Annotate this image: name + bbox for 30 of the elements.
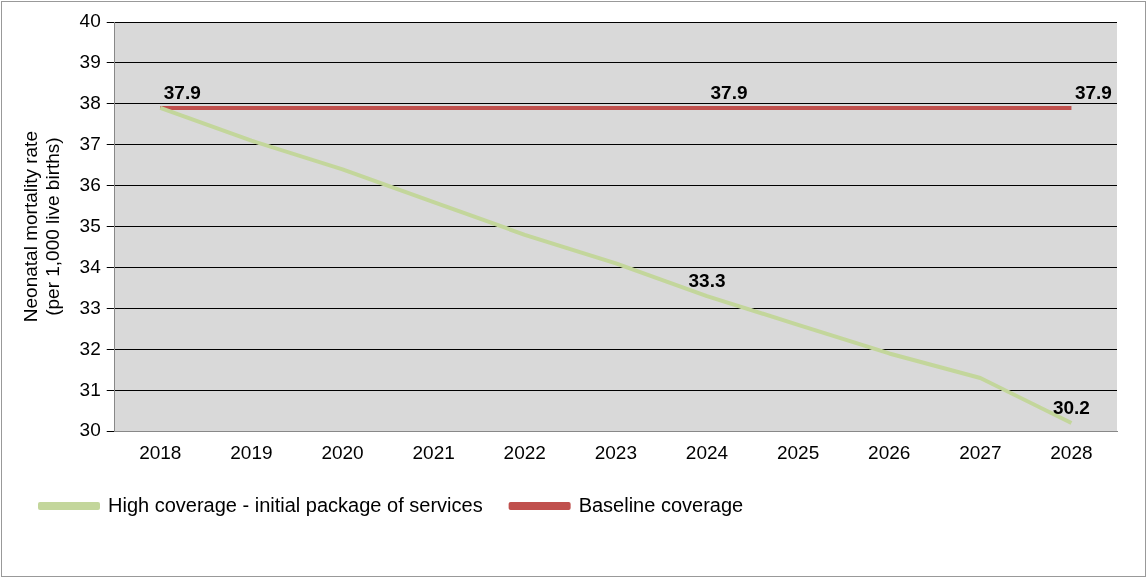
x-tick-label: 2019 bbox=[230, 441, 273, 463]
data-label: 37.9 bbox=[163, 81, 201, 103]
x-tick-label: 2025 bbox=[776, 441, 820, 463]
x-tick-label: 2018 bbox=[139, 441, 182, 463]
x-tick-label: 2027 bbox=[959, 441, 1002, 463]
x-tick-label: 2020 bbox=[321, 441, 364, 463]
y-tick-label: 39 bbox=[79, 51, 101, 73]
y-tick-label: 34 bbox=[79, 255, 102, 277]
legend-label: Baseline coverage bbox=[578, 493, 744, 516]
x-tick-label: 2023 bbox=[594, 441, 638, 463]
y-axis-title: Neonatal mortality rate (per 1,000 live births) bbox=[19, 131, 64, 323]
x-tick-label: 2021 bbox=[412, 441, 455, 463]
y-tick-label: 30 bbox=[79, 419, 101, 441]
y-tick-label: 31 bbox=[79, 378, 101, 400]
data-label: 30.2 bbox=[1052, 396, 1090, 418]
y-tick-label: 32 bbox=[79, 337, 101, 359]
y-tick-label: 37 bbox=[79, 132, 101, 154]
x-tick-label: 2022 bbox=[503, 441, 546, 463]
y-tick-label: 33 bbox=[79, 296, 101, 318]
legend-label: High coverage - initial package of services bbox=[108, 493, 483, 516]
data-label: 37.9 bbox=[710, 81, 748, 103]
data-label: 37.9 bbox=[1074, 81, 1112, 103]
y-tick-label: 40 bbox=[79, 10, 101, 32]
y-tick-label: 35 bbox=[79, 214, 101, 236]
x-tick-label: 2026 bbox=[868, 441, 911, 463]
x-tick-label: 2024 bbox=[685, 441, 729, 463]
y-tick-label: 36 bbox=[79, 173, 101, 195]
y-tick-label: 38 bbox=[79, 92, 101, 114]
data-label: 33.3 bbox=[688, 269, 726, 291]
x-tick-label: 2028 bbox=[1050, 441, 1093, 463]
